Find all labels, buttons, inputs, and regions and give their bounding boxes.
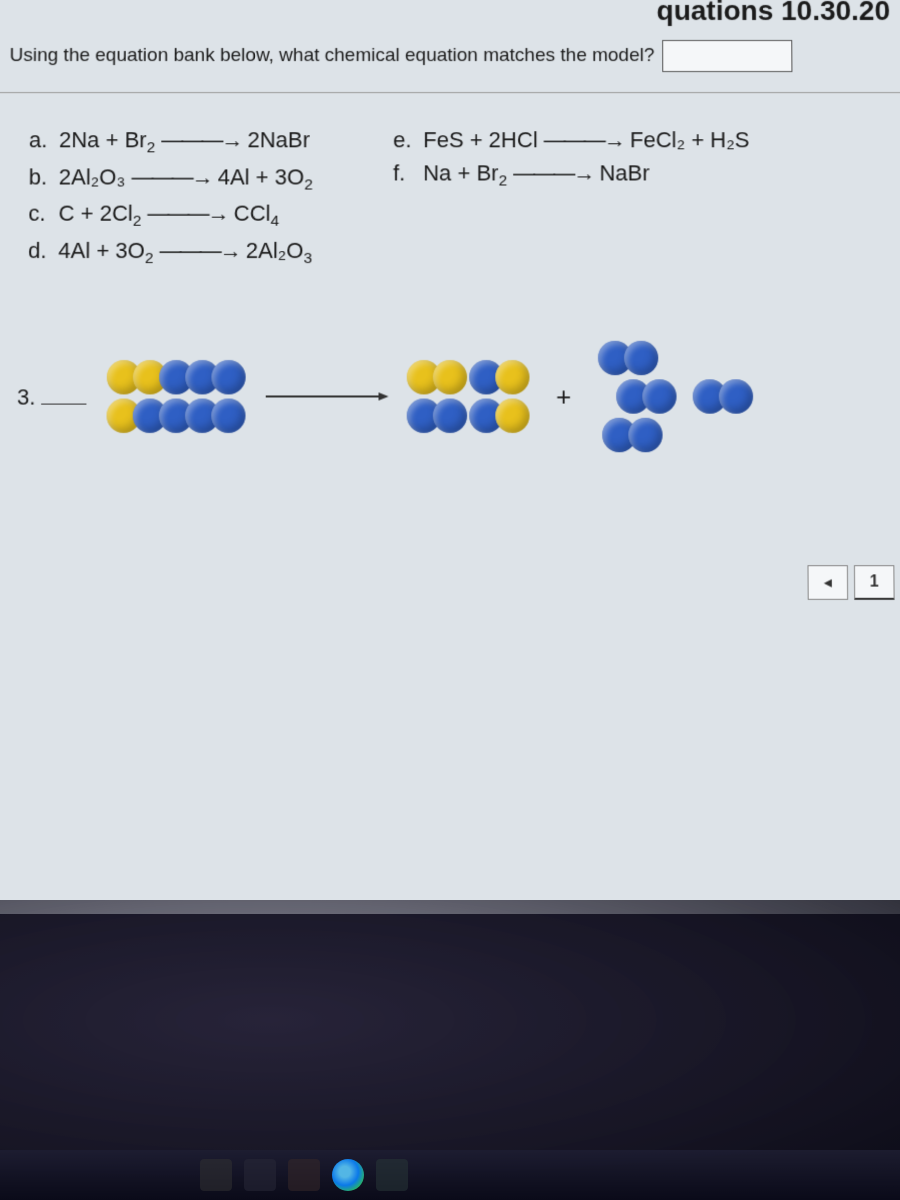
yellow-atom (433, 360, 467, 394)
molecule (597, 341, 676, 375)
reaction-arrow (266, 395, 387, 397)
blue-atom (212, 399, 246, 433)
blue-atom (628, 418, 662, 452)
taskbar-app-icon[interactable] (288, 1159, 320, 1191)
blue-atom (624, 341, 658, 375)
answer-blank[interactable] (41, 382, 86, 404)
equation-option: d.4Al + 3O2———→2Al₂O3 (28, 233, 313, 270)
taskbar-app-icon[interactable] (200, 1159, 232, 1191)
equation-column-right: e.FeS + 2HCl———→FeCl₂ + H₂Sf.Na + Br2———… (393, 123, 750, 270)
equation-option: e.FeS + 2HCl———→FeCl₂ + H₂S (393, 123, 749, 156)
yellow-atom (496, 399, 530, 433)
prev-page-button[interactable]: ◂ (807, 565, 848, 600)
question-text: Using the equation bank below, what chem… (9, 45, 654, 67)
browser-icon[interactable] (332, 1159, 364, 1191)
model-row: 3. + (0, 290, 900, 503)
equation-option: a.2Na + Br2———→2NaBr (29, 123, 313, 160)
equation-option: f.Na + Br2———→NaBr (393, 156, 750, 193)
yellow-atom (496, 360, 530, 394)
blue-atom (642, 379, 676, 413)
blue-atom (433, 399, 467, 433)
molecule (602, 418, 677, 452)
blue-atom (212, 360, 246, 394)
molecule (616, 379, 677, 413)
question-number-text: 3. (17, 384, 36, 410)
product-right (597, 341, 676, 452)
molecule (469, 399, 529, 433)
molecule (469, 360, 529, 394)
taskbar-app-icon[interactable] (244, 1159, 276, 1191)
page-nav: ◂ 1 (807, 565, 894, 600)
taskbar[interactable] (0, 1150, 900, 1200)
plus-sign: + (550, 381, 577, 412)
taskbar-app-icon[interactable] (376, 1159, 408, 1191)
molecule (107, 360, 246, 394)
blue-atom (718, 379, 752, 413)
header-fragment: quations 10.30.20 (657, 0, 891, 27)
current-page[interactable]: 1 (854, 565, 895, 600)
equation-column-left: a.2Na + Br2———→2NaBrb.2Al₂O₃———→4Al + 3O… (28, 123, 313, 270)
answer-input[interactable] (662, 40, 792, 72)
molecule (407, 399, 467, 433)
product-extra (692, 379, 753, 413)
equation-bank: a.2Na + Br2———→2NaBrb.2Al₂O₃———→4Al + 3O… (0, 103, 900, 290)
equation-option: c.C + 2Cl2———→CCl4 (28, 197, 312, 234)
product-left (407, 360, 530, 433)
reactant-molecules (107, 360, 246, 433)
worksheet-screen: quations 10.30.20 Using the equation ban… (0, 0, 900, 914)
equation-option: b.2Al₂O₃———→4Al + 3O2 (29, 160, 313, 197)
question-number: 3. (17, 382, 87, 410)
molecule (107, 399, 246, 433)
molecule (407, 360, 467, 394)
